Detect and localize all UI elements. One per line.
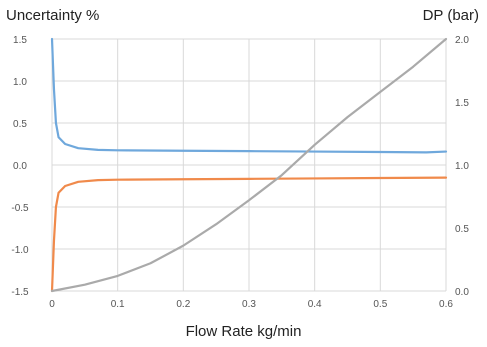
y-left-tick-label: 0.5 (13, 119, 27, 130)
x-tick-label: 0.2 (176, 299, 190, 310)
y-left-tick-label: -0.5 (11, 203, 29, 214)
series-lines (50, 37, 448, 293)
x-tick-label: 0 (49, 299, 55, 310)
y-axis-right-title: DP (bar) (422, 7, 479, 24)
y-right-tick-label: 2.0 (455, 35, 469, 46)
x-tick-label: 0.3 (242, 299, 256, 310)
series-line-1 (50, 176, 448, 293)
y-right-tick-label: 0.0 (455, 287, 469, 298)
y-left-tick-label: -1.5 (11, 287, 29, 298)
tick-labels: 0 0.1 0.2 0.3 0.4 0.5 0.6 1.5 1.0 0.5 0.0 -0.5 -1.0 -… (11, 35, 469, 310)
y-left-tick-label: -1.0 (11, 245, 29, 256)
series-line-2 (50, 37, 448, 293)
x-tick-label: 0.1 (111, 299, 125, 310)
y-axis-left-title: Uncertainty % (6, 7, 100, 24)
y-left-tick-label: 1.0 (13, 77, 27, 88)
y-left-tick-label: 1.5 (13, 35, 27, 46)
y-right-tick-label: 0.5 (455, 224, 469, 235)
x-tick-label: 0.5 (373, 299, 387, 310)
x-tick-label: 0.4 (308, 299, 322, 310)
y-right-tick-label: 1.0 (455, 161, 469, 172)
x-tick-label: 0.6 (439, 299, 453, 310)
y-left-tick-label: 0.0 (13, 161, 27, 172)
series-line-0 (50, 37, 448, 154)
y-right-tick-label: 1.5 (455, 98, 469, 109)
grid (51, 38, 447, 292)
x-axis-title: Flow Rate kg/min (185, 323, 302, 340)
